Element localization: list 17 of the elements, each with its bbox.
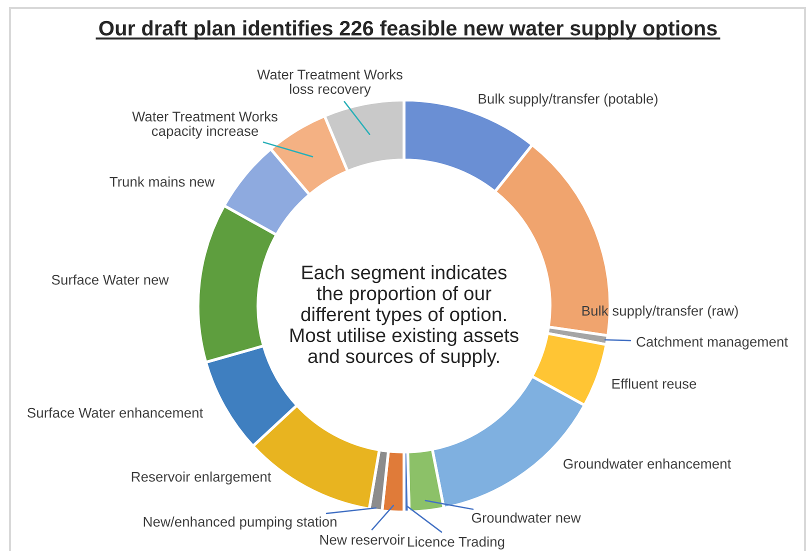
slice-label: Surface Water enhancement [28,408,204,418]
slice-label: Catchment management [636,336,788,350]
slice-label: New reservoir [320,534,405,545]
slice-label: Trunk mains new [110,176,215,187]
slice-label: Bulk supply/transfer (potable) [478,94,658,106]
slice-label: Groundwater new [472,512,581,523]
slice-label: New/enhanced pumping station [144,516,336,530]
slice-label: Water Treatment Works capacity increase [132,111,278,139]
slice-label: Reservoir enlargement [132,472,272,484]
slice-label: Surface Water new [52,274,169,285]
slice-label: Groundwater enhancement [564,458,732,469]
text: Each segment indicates the proportion of our different types of option. Most utilise existing assets and sources of supply. [290,265,518,367]
slice-label: Bulk supply/transfer (raw) [582,306,738,318]
slice-label: Water Treatment Works loss recovery [257,69,402,97]
slice-label: Effluent reuse [612,378,696,389]
chart-title: Our draft plan identifies 226 feasible new water supply options [99,20,717,40]
slice-label: Licence Trading [408,536,504,550]
